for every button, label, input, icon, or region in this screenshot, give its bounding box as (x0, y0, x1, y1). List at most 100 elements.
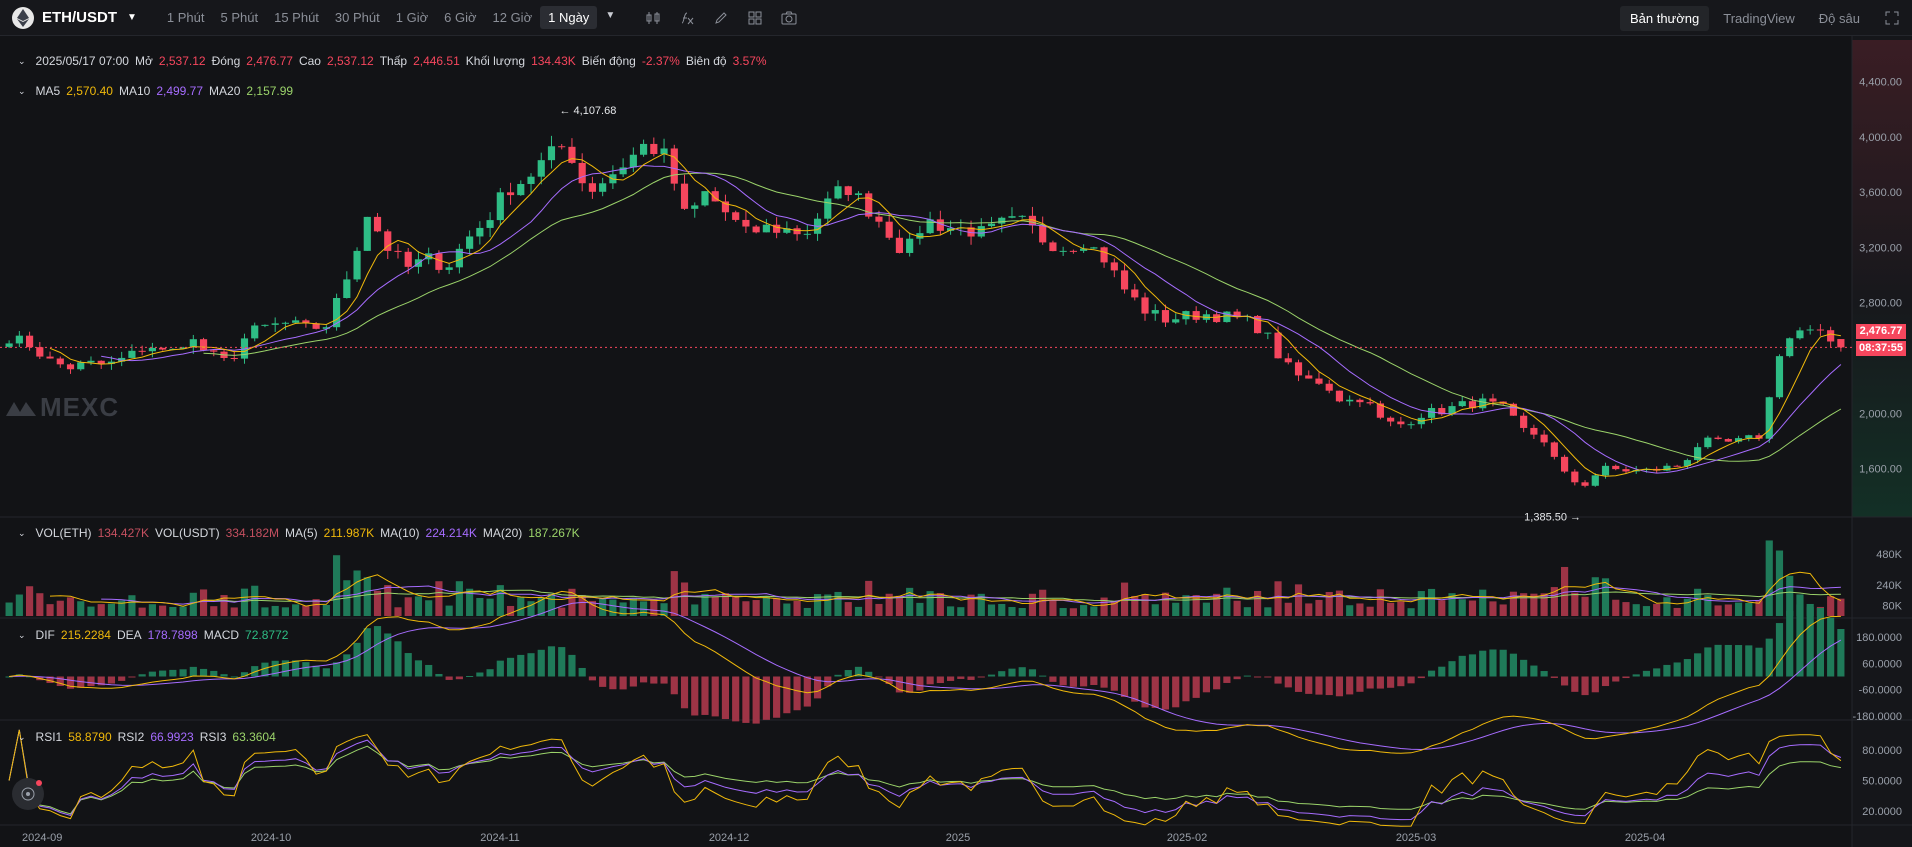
macd-bar (189, 666, 197, 677)
volume-bar (455, 581, 463, 616)
macd-bar (1714, 644, 1722, 677)
macd-bar (159, 670, 167, 677)
fullscreen-icon[interactable] (1884, 10, 1900, 26)
candle-body (1346, 399, 1354, 402)
time-axis-tick: 2025 (946, 832, 970, 844)
macd-bar (1192, 676, 1200, 698)
indicator-fx-icon[interactable] (679, 10, 695, 26)
candle-body (1069, 250, 1077, 252)
candle-body (353, 250, 361, 280)
interval-1m[interactable]: 1 Phút (166, 10, 205, 25)
macd-bar (56, 676, 64, 687)
candle-style-icon[interactable] (645, 10, 661, 26)
volume-bar (1356, 603, 1364, 616)
candle-body (967, 227, 975, 237)
candle-body (1468, 401, 1477, 409)
candle-body (435, 253, 443, 270)
volume-bar (1540, 593, 1548, 616)
view-tradingview[interactable]: TradingView (1723, 10, 1795, 26)
macd-bar (1622, 676, 1630, 679)
interval-1d[interactable]: 1 Ngày (540, 6, 598, 29)
macd-bar (271, 660, 279, 677)
volume-bar (752, 600, 760, 616)
interval-12h[interactable]: 12 Giờ (492, 10, 533, 25)
candle-body (680, 183, 689, 209)
top-toolbar: ETH/USDT ▼ 1 Phút 5 Phút 15 Phút 30 Phút… (0, 0, 1912, 36)
collapse-chevron-icon[interactable]: ⌄ (18, 731, 26, 742)
macd-bar (1581, 676, 1589, 696)
macd-bar (1796, 604, 1804, 677)
macd-bar (1612, 676, 1620, 682)
open-label: Mở (134, 54, 153, 68)
macd-bar (1673, 662, 1681, 677)
macd-bar (1765, 638, 1773, 677)
candle-body (885, 221, 893, 238)
interval-30m[interactable]: 30 Phút (334, 10, 380, 25)
candle-body (578, 162, 586, 184)
volume-bar (1786, 575, 1794, 616)
candle-body (292, 320, 300, 323)
ohlc-legend: ⌄ 2025/05/17 07:00 Mở 2,537.12 Đóng 2,476.… (18, 54, 767, 68)
volume-bar (1407, 608, 1415, 616)
candle-body (691, 205, 699, 209)
macd-label: MACD (203, 628, 240, 642)
volume-bar (476, 597, 484, 616)
volume-bar (834, 591, 842, 616)
chevron-down-icon: ▼ (127, 12, 137, 23)
ohlc-date: 2025/05/17 07:00 (35, 54, 129, 68)
macd-bar (967, 676, 975, 680)
volume-axis-tick: 480K (1876, 549, 1902, 561)
macd-bar (1131, 676, 1139, 702)
pair-selector[interactable]: ETH/USDT ▼ (12, 6, 137, 29)
macd-bar (1346, 676, 1354, 695)
macd-bar (926, 676, 934, 685)
interval-5m[interactable]: 5 Phút (220, 10, 259, 25)
interval-1h[interactable]: 1 Giờ (395, 10, 429, 25)
volume-bar (240, 588, 249, 616)
collapse-chevron-icon[interactable]: ⌄ (18, 527, 26, 538)
candle-body (742, 219, 750, 227)
view-standard[interactable]: Bản thường (1619, 5, 1710, 31)
volume-bar (773, 598, 781, 616)
volume-bar (987, 604, 996, 616)
macd-bar (77, 676, 85, 688)
chart-canvas[interactable]: ← 4,107.68 1,385.50 → 4,400.00 4,000.00 3,60… (0, 36, 1912, 847)
candle-body (1223, 311, 1231, 323)
macd-bar (506, 657, 515, 677)
volume-bar (56, 600, 64, 616)
view-depth[interactable]: Độ sâu (1818, 10, 1860, 26)
macd-bar (1110, 676, 1118, 691)
macd-legend: ⌄ DIF 215.2284 DEA 178.7898 MACD 72.8772 (18, 628, 288, 642)
rsi2-label: RSI2 (117, 730, 145, 744)
collapse-chevron-icon[interactable]: ⌄ (18, 85, 26, 96)
vol-ma20-label: MA(20) (482, 526, 523, 540)
volume-bar (875, 603, 883, 616)
chart-settings-icon[interactable] (12, 778, 44, 810)
volume-bar (885, 593, 893, 616)
macd-bar (1786, 610, 1794, 677)
macd-bar (1663, 664, 1671, 677)
macd-bar (1427, 670, 1436, 677)
watermark-text: MEXC (40, 392, 120, 422)
layout-grid-icon[interactable] (747, 10, 763, 26)
collapse-chevron-icon[interactable]: ⌄ (18, 55, 26, 66)
camera-icon[interactable] (781, 10, 797, 26)
pair-name: ETH/USDT (42, 9, 117, 26)
collapse-chevron-icon[interactable]: ⌄ (18, 629, 26, 640)
interval-6h[interactable]: 6 Giờ (444, 10, 477, 25)
macd-bar (998, 671, 1006, 677)
volume-bar (1479, 589, 1487, 616)
ma20-value: 2,157.99 (246, 84, 294, 98)
macd-bar (476, 672, 484, 677)
volume-bar (1632, 604, 1640, 616)
interval-more-dropdown[interactable]: ▼ (605, 10, 616, 21)
vol-usdt-label: VOL(USDT) (154, 526, 220, 540)
volume-bar (926, 591, 934, 616)
volume-bar (1110, 601, 1118, 616)
time-axis-tick: 2025-04 (1625, 832, 1665, 844)
pencil-draw-icon[interactable] (713, 10, 729, 26)
volume-bar (5, 602, 13, 616)
interval-15m[interactable]: 15 Phút (274, 10, 319, 25)
volume-bar (1417, 591, 1425, 616)
volume-bar (1069, 608, 1077, 616)
